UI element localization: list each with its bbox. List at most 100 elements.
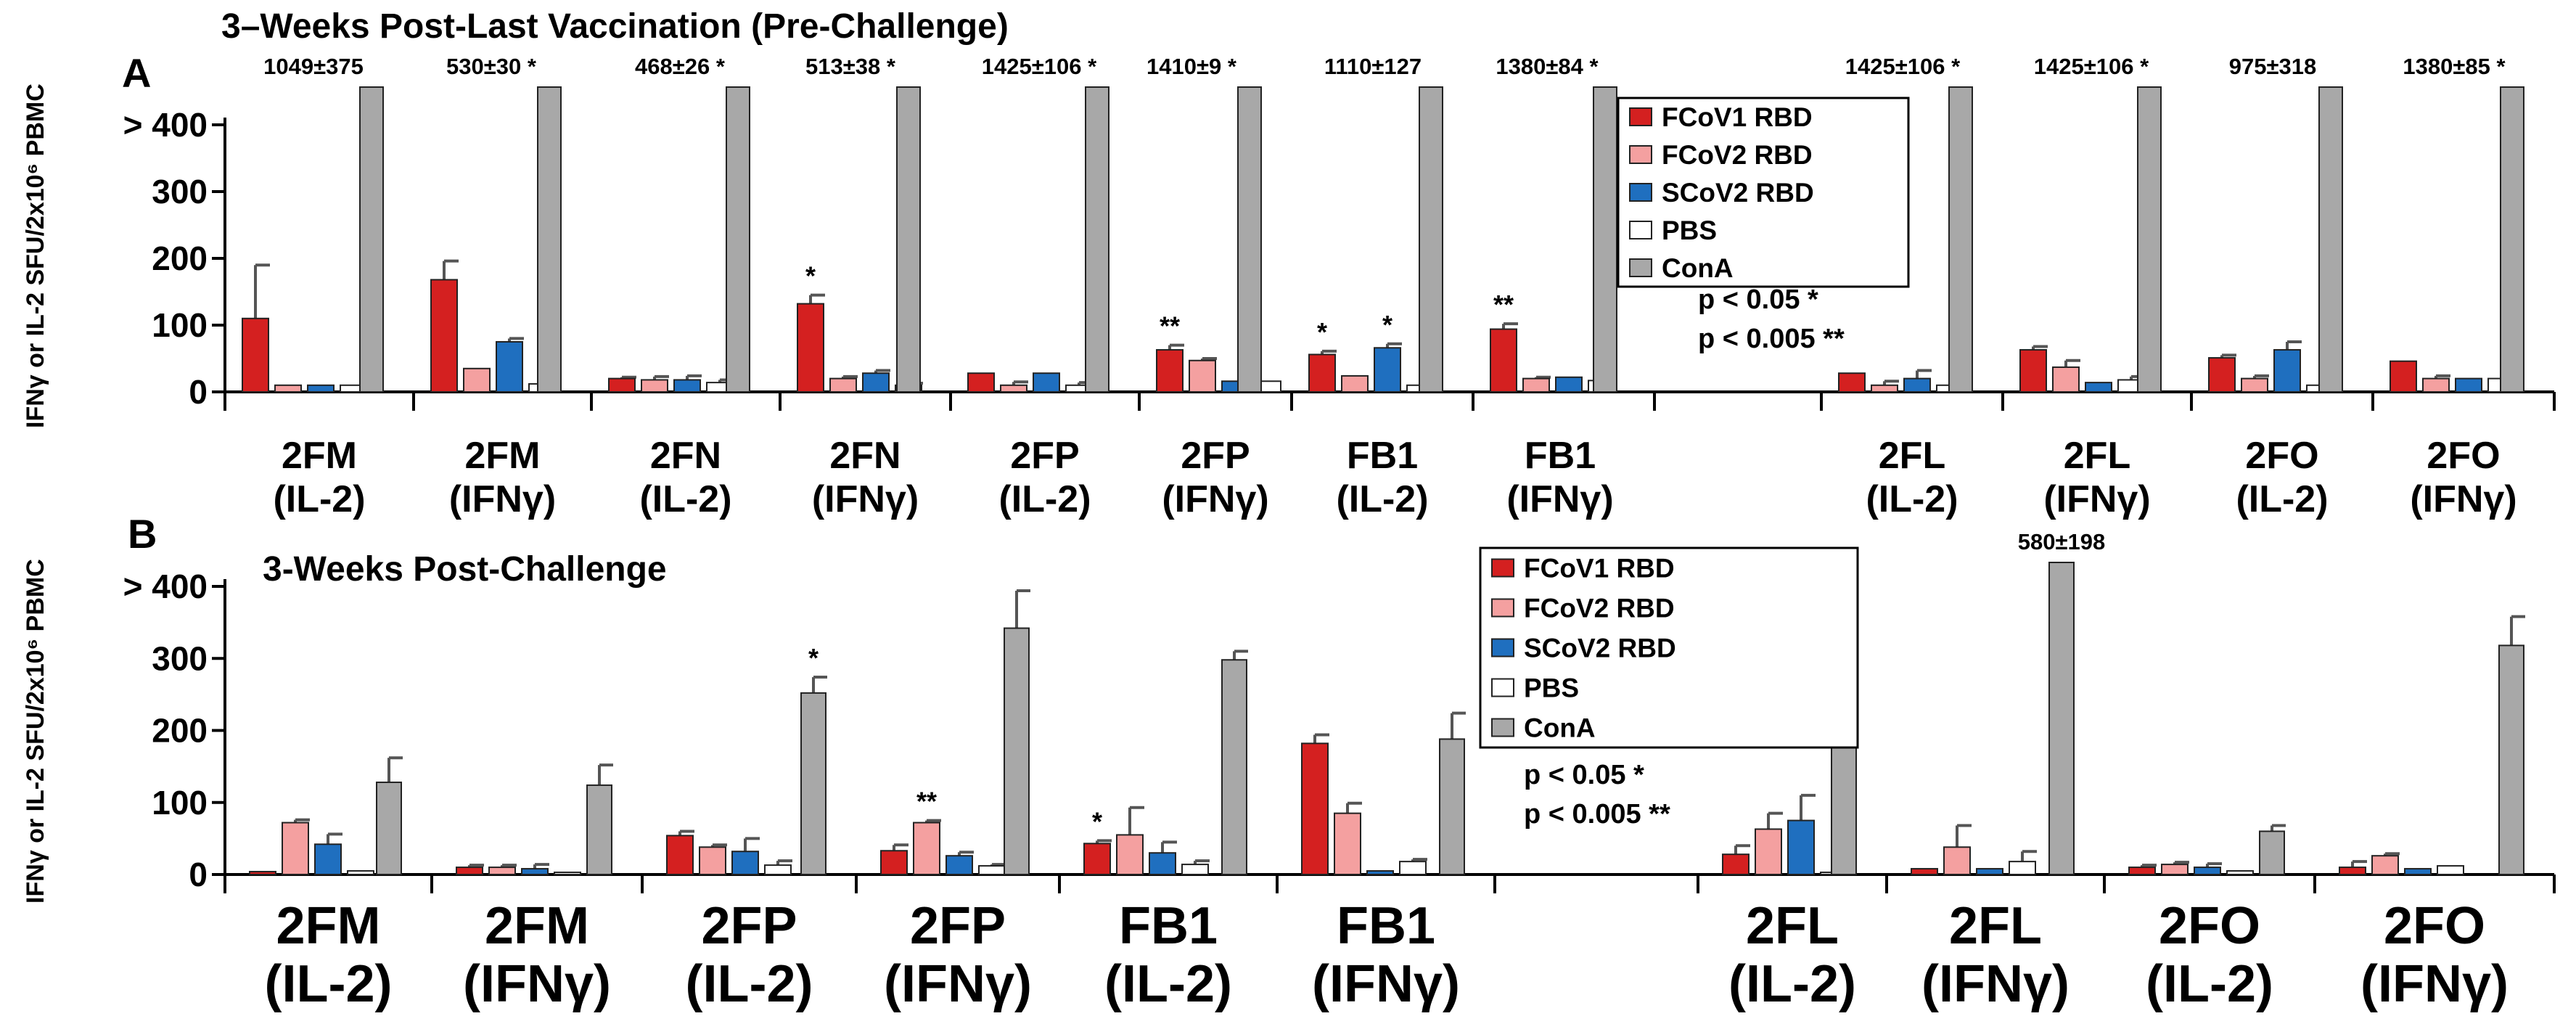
bar-fcov2-rbd xyxy=(1341,374,1369,393)
cona-value-label: 1049±375 xyxy=(263,54,364,79)
x-group-assay-label: (IL-2) xyxy=(1336,478,1428,520)
bar-group: ** 1410±9 * 2FP(IFNγ) xyxy=(1147,54,1281,520)
significance-marker: * xyxy=(1317,317,1327,347)
y-tick-label: 100 xyxy=(152,784,208,822)
significance-marker: * xyxy=(805,261,816,291)
x-group-label: 2FM xyxy=(465,435,541,477)
bar-group: 1425±106 * 2FL(IFNγ) xyxy=(2019,54,2162,520)
bar-group: 468±26 * 2FN(IL-2) xyxy=(608,54,750,520)
bar-group: 1380±85 * 2FO(IFNγ) xyxy=(2390,54,2524,520)
cona-value-label: 1425±106 * xyxy=(982,54,1097,79)
legend-swatch xyxy=(1491,558,1514,578)
x-group-assay-label: (IFNγ) xyxy=(1312,955,1460,1013)
x-group-assay-label: (IFNγ) xyxy=(2410,478,2516,520)
x-group-label: 2FO xyxy=(2159,897,2260,955)
bar-fcov1-rbd xyxy=(1156,349,1184,393)
legend-swatch xyxy=(1629,258,1652,277)
x-group-label: 2FP xyxy=(1010,435,1079,477)
cona-value-label: 468±26 * xyxy=(635,54,726,79)
significance-marker: ** xyxy=(1493,290,1514,319)
bar-group: 530±30 * 2FM(IFNγ) xyxy=(430,54,562,520)
bar-group: 2FO(IL-2) xyxy=(2128,824,2286,1013)
bar-cona xyxy=(1237,86,1262,393)
p-value-legend: p < 0.005 ** xyxy=(1698,324,1845,354)
panel-a: 3–Weeks Post-Last Vaccination (Pre-Chall… xyxy=(22,7,2556,520)
x-group-assay-label: (IL-2) xyxy=(1728,955,1856,1013)
significance-marker: ** xyxy=(916,787,937,816)
bar-group: * * 1110±127 FB1(IL-2) xyxy=(1308,54,1443,520)
y-tick-label: 0 xyxy=(189,856,208,893)
bar-fcov2-rbd xyxy=(274,384,302,393)
legend: FCoV1 RBD FCoV2 RBD SCoV2 RBD PBS ConA xyxy=(1617,97,1910,288)
legend: FCoV1 RBD FCoV2 RBD SCoV2 RBD PBS ConA xyxy=(1479,546,1859,749)
x-group-assay-label: (IFNγ) xyxy=(2360,955,2509,1013)
x-group-assay-label: (IL-2) xyxy=(1866,478,1958,520)
legend-box xyxy=(1479,546,1859,749)
x-group-label: 2FO xyxy=(2427,435,2500,477)
bar-fcov1-rbd xyxy=(1308,353,1336,393)
x-group-label: 2FM xyxy=(282,435,357,477)
cona-value-label: 1425±106 * xyxy=(1845,54,1961,79)
bar-fcov2-rbd xyxy=(699,846,726,876)
bar-fcov1-rbd xyxy=(608,377,636,393)
bar-pbs xyxy=(764,864,792,876)
bar-group: 2FM(IFNγ) xyxy=(456,763,613,1013)
y-tick-label: > 400 xyxy=(123,106,208,144)
x-group-assay-label: (IL-2) xyxy=(639,478,731,520)
bar-scov2-rbd xyxy=(1976,868,2003,876)
x-group-assay-label: (IL-2) xyxy=(1104,955,1232,1013)
bar-fcov2-rbd xyxy=(1334,812,1361,875)
bar-group: *2FL(IL-2) xyxy=(1722,673,1858,1013)
legend-swatch xyxy=(1629,107,1652,126)
x-group-assay-label: (IFNγ) xyxy=(812,478,919,520)
bar-fcov2-rbd xyxy=(1522,377,1550,393)
bar-scov2-rbd xyxy=(946,855,973,875)
x-group-label: 2FL xyxy=(1879,435,1945,477)
cona-value-label: 530±30 * xyxy=(446,54,537,79)
x-group-assay-label: (IFNγ) xyxy=(2043,478,2150,520)
x-group-assay-label: (IL-2) xyxy=(265,955,393,1013)
bar-fcov1-rbd xyxy=(2390,360,2417,393)
bar-fcov1-rbd xyxy=(1083,843,1111,876)
bar-cona xyxy=(586,784,612,876)
legend-entry-label: FCoV1 RBD xyxy=(1524,554,1675,583)
bar-scov2-rbd xyxy=(314,843,342,875)
p-value-legend: p < 0.005 ** xyxy=(1524,799,1670,830)
bar-cona xyxy=(1085,86,1109,393)
cona-value-label: 580±198 xyxy=(2018,529,2105,554)
bar-fcov1-rbd xyxy=(249,871,276,876)
bar-fcov1-rbd xyxy=(430,279,458,393)
bar-fcov1-rbd xyxy=(2128,867,2156,875)
bar-cona xyxy=(537,86,562,393)
bar-scov2-rbd xyxy=(1033,372,1060,393)
x-group-label: FB1 xyxy=(1337,897,1435,955)
bar-scov2-rbd xyxy=(521,868,549,876)
bar-pbs xyxy=(1181,864,1209,875)
bar-fcov2-rbd xyxy=(2371,855,2399,875)
legend-entry-label: PBS xyxy=(1662,216,1717,245)
x-group-assay-label: (IFNγ) xyxy=(1921,955,2070,1013)
bar-cona xyxy=(1004,627,1030,875)
panel-b: B 3-Weeks Post-Challenge IFNγ or IL-2 SF… xyxy=(22,511,2556,1013)
panel-b-y-label: IFNγ or IL-2 SFU/2x10⁶ PBMC xyxy=(22,559,49,904)
x-group-label: 2FP xyxy=(1181,435,1250,477)
x-group-label: 2FO xyxy=(2384,897,2485,955)
x-group-assay-label: (IL-2) xyxy=(686,955,813,1013)
x-group-label: 2FM xyxy=(276,897,381,955)
legend-entry-label: ConA xyxy=(1524,713,1596,743)
bar-cona xyxy=(2500,86,2524,393)
legend-entry-label: FCoV1 RBD xyxy=(1662,102,1813,132)
bar-group: * 513±38 * 2FN(IFNγ) xyxy=(797,54,923,520)
bar-fcov2-rbd xyxy=(488,867,516,875)
significance-marker: * xyxy=(1092,806,1102,836)
bar-fcov1-rbd xyxy=(797,303,824,393)
bar-group: ** 2FP(IFNγ) xyxy=(880,589,1032,1013)
bar-fcov1-rbd xyxy=(1722,853,1750,875)
bar-pbs xyxy=(347,870,374,875)
bar-fcov1-rbd xyxy=(666,835,694,876)
bar-group: 1425±106 * 2FP(IL-2) xyxy=(967,54,1109,520)
bar-scov2-rbd xyxy=(2404,868,2432,876)
bar-scov2-rbd xyxy=(2194,867,2221,875)
